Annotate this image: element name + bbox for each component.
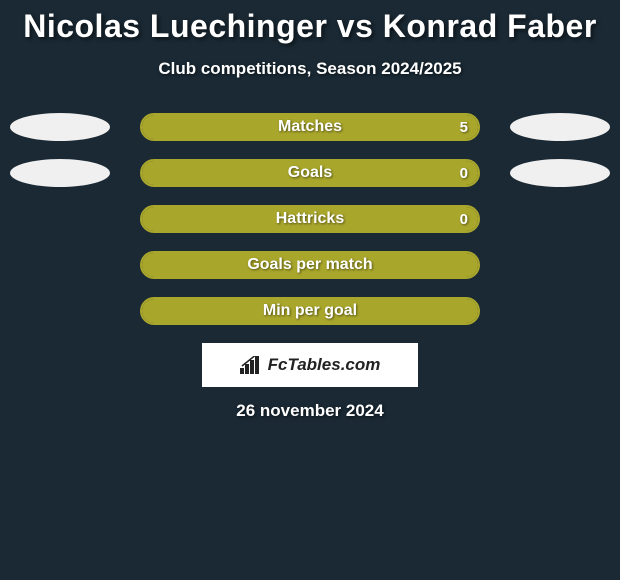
stat-bar: Matches5: [140, 113, 480, 141]
left-value-ellipse: [10, 159, 110, 187]
stat-row: Min per goal: [0, 297, 620, 325]
stat-row: Goals per match: [0, 251, 620, 279]
chart-icon: [240, 356, 262, 374]
stat-label: Hattricks: [142, 207, 478, 231]
stat-bar: Goals per match: [140, 251, 480, 279]
stat-bar: Goals0: [140, 159, 480, 187]
date-label: 26 november 2024: [0, 401, 620, 421]
site-name: FcTables.com: [268, 355, 381, 375]
stat-value-right: 0: [460, 207, 468, 231]
subtitle: Club competitions, Season 2024/2025: [0, 59, 620, 79]
stat-value-right: 0: [460, 161, 468, 185]
stat-bar: Hattricks0: [140, 205, 480, 233]
site-logo[interactable]: FcTables.com: [202, 343, 418, 387]
stat-label: Matches: [142, 115, 478, 139]
stat-value-right: 5: [460, 115, 468, 139]
stat-row: Goals0: [0, 159, 620, 187]
page-title: Nicolas Luechinger vs Konrad Faber: [0, 8, 620, 45]
stat-row: Matches5: [0, 113, 620, 141]
comparison-widget: Nicolas Luechinger vs Konrad Faber Club …: [0, 0, 620, 421]
left-value-ellipse: [10, 113, 110, 141]
stat-label: Goals: [142, 161, 478, 185]
right-value-ellipse: [510, 113, 610, 141]
right-value-ellipse: [510, 159, 610, 187]
stat-bar: Min per goal: [140, 297, 480, 325]
stat-label: Min per goal: [142, 299, 478, 323]
stat-label: Goals per match: [142, 253, 478, 277]
stat-row: Hattricks0: [0, 205, 620, 233]
stats-rows: Matches5Goals0Hattricks0Goals per matchM…: [0, 113, 620, 325]
